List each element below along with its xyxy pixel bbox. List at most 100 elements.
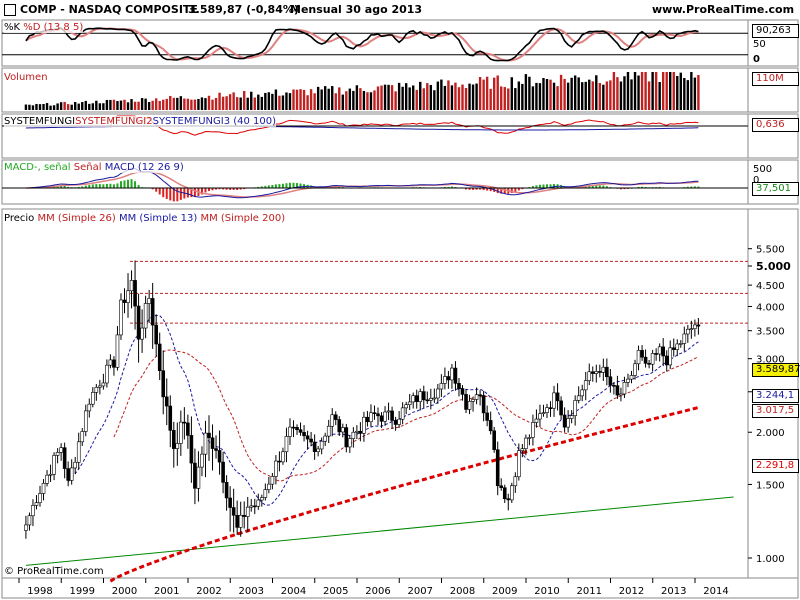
candle-body	[48, 473, 53, 476]
site-url[interactable]: www.ProRealTime.com	[652, 3, 795, 16]
candle-body	[260, 497, 264, 501]
macd-histogram-bar	[591, 185, 594, 188]
candle-body	[474, 394, 479, 400]
volume-bar	[257, 94, 260, 110]
volume-bar	[489, 88, 492, 110]
macd-line-label: MACD (12 26 9)	[104, 162, 184, 173]
volume-bar	[503, 87, 506, 110]
candle-body	[686, 328, 690, 335]
volume-bar	[81, 102, 84, 110]
fungi-a-label: SYSTEMFUNGI	[4, 116, 76, 127]
candle-body	[91, 391, 95, 405]
candle-body	[228, 497, 232, 508]
candle-body	[400, 407, 405, 420]
volume-bar	[492, 77, 496, 110]
volume-bar	[200, 97, 204, 110]
volume-bar	[253, 97, 256, 110]
macd-label: MACD-, señal Señal MACD (12 26 9)	[4, 162, 184, 173]
candle-body	[305, 435, 310, 440]
fungi-label: SYSTEMFUNGISYSTEMFUNGI2SYSTEMFUNGI3 (40 …	[4, 116, 277, 127]
candle-body	[210, 437, 215, 449]
candle-body	[453, 367, 458, 384]
volume-bar	[651, 72, 654, 110]
macd-histogram-bar	[296, 183, 299, 188]
volume-bar	[70, 104, 73, 110]
candle-body	[640, 350, 644, 358]
macd-histogram-bar	[260, 186, 263, 188]
macd-histogram-bar	[602, 185, 605, 188]
volume-bar	[91, 103, 95, 110]
volume-bar	[137, 101, 140, 110]
macd-histogram-bar	[127, 179, 130, 188]
candle-body	[629, 375, 634, 380]
candle-body	[126, 290, 130, 303]
macd-histogram-bar	[486, 188, 489, 191]
candle-body	[436, 388, 440, 399]
volume-bar	[243, 91, 246, 110]
macd-histogram-bar	[514, 188, 517, 193]
candle-body	[140, 327, 144, 340]
volume-bar	[566, 82, 570, 110]
volume-bar	[556, 86, 559, 110]
macd-histogram-bar	[193, 188, 196, 198]
price-tick-label: 1.500	[756, 480, 785, 491]
volume-bar	[278, 95, 281, 110]
volume-bar	[394, 91, 397, 110]
candle-body	[154, 324, 158, 345]
volume-bar	[429, 84, 433, 110]
candle-body	[559, 400, 563, 416]
volume-bar	[647, 81, 651, 110]
volume-bar	[640, 72, 644, 110]
collapse-icon[interactable]	[4, 4, 16, 16]
volume-bar	[397, 82, 401, 110]
volume-bar	[345, 91, 348, 110]
macd-histogram-bar	[475, 188, 478, 190]
volume-bar	[672, 72, 675, 110]
volume-bar	[288, 93, 292, 110]
candle-body	[404, 404, 408, 409]
volume-bar	[573, 75, 577, 110]
ma200-value-badge: 2.291,8	[752, 459, 799, 473]
volume-bar	[271, 93, 274, 110]
volume-bar	[404, 83, 408, 110]
volume-bar	[66, 104, 70, 110]
candle-body	[214, 448, 218, 451]
x-tick-label: 2006	[365, 586, 390, 597]
volume-bar	[320, 89, 323, 110]
candle-body	[619, 393, 623, 396]
price-tick-label: 2.000	[756, 428, 785, 439]
price-tick-label: 5.500	[756, 245, 785, 256]
candle-body	[69, 467, 74, 481]
price-label: Precio MM (Simple 26) MM (Simple 13) MM …	[4, 213, 286, 224]
volume-bar	[676, 75, 679, 110]
ma26-value-badge: 3.017,5	[752, 404, 799, 418]
volume-bar	[45, 103, 49, 110]
macd-histogram-bar	[112, 184, 115, 188]
candle-body	[277, 460, 282, 463]
candle-body	[221, 461, 225, 483]
volume-bar	[507, 88, 510, 110]
candle-body	[295, 427, 299, 430]
candle-body	[108, 359, 113, 366]
candle-body	[650, 353, 655, 365]
volume-bar	[130, 99, 133, 110]
candle-body	[94, 387, 99, 393]
volume-bar	[232, 92, 235, 110]
volume-bar	[352, 90, 355, 110]
volume-bar	[559, 74, 563, 110]
volume-bar	[612, 72, 616, 110]
fungi-c-label: SYSTEMFUNGI3 (40 100)	[152, 116, 277, 127]
volume-bar	[309, 89, 313, 110]
volume-bar	[24, 104, 28, 110]
volume-bar	[595, 75, 598, 110]
candle-body	[112, 359, 116, 368]
candle-body	[73, 461, 78, 469]
candle-body	[457, 383, 461, 390]
macd-histogram-bar	[105, 183, 108, 188]
macd-value-badge: 37,501	[752, 182, 799, 196]
price-tick-label: 4.000	[756, 302, 785, 313]
candle-body	[527, 437, 532, 439]
volume-bar	[49, 105, 52, 110]
x-tick-label: 2002	[196, 586, 221, 597]
